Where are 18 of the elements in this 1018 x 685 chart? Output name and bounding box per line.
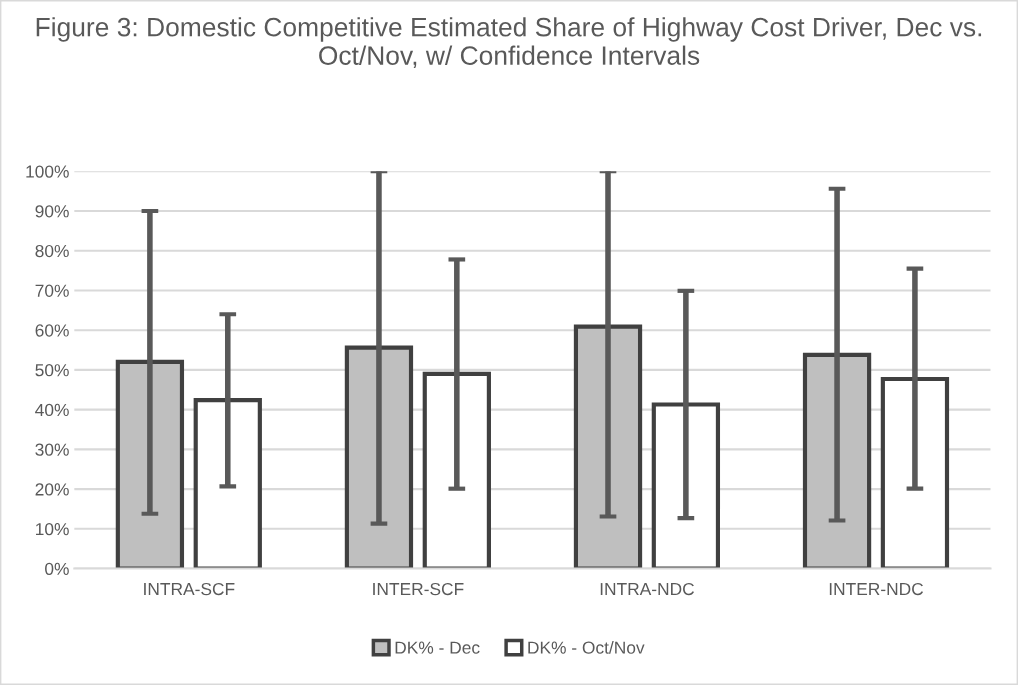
x-tick-label: INTER-NDC (829, 582, 924, 596)
y-tick-label: 20% (35, 483, 69, 496)
x-tick-label: INTRA-SCF (144, 582, 235, 596)
x-tick-label: INTRA-NDC (600, 582, 695, 596)
y-tick-label: 100% (26, 165, 69, 178)
y-tick-label: 0% (45, 562, 69, 576)
y-tick-label: 50% (35, 364, 69, 377)
y-tick-label: 60% (35, 324, 69, 337)
y-tick-label: 10% (36, 522, 69, 536)
y-tick-label: 40% (35, 403, 69, 417)
y-tick-label: 80% (35, 244, 69, 258)
chart-title: Figure 3: Domestic Competitive Estimated Share of Highway Cost Driver, Dec vs. Oct/Nov, w/ Confidence Intervals (36, 17, 982, 69)
legend-label: DK% - Oct/Nov (528, 641, 645, 654)
x-tick-label: INTER-SCF (373, 582, 464, 596)
y-tick-label: 30% (35, 443, 69, 456)
y-tick-label: 70% (35, 284, 69, 297)
y-tick-label: 90% (35, 205, 69, 218)
legend-label: DK% - Dec (395, 641, 480, 654)
